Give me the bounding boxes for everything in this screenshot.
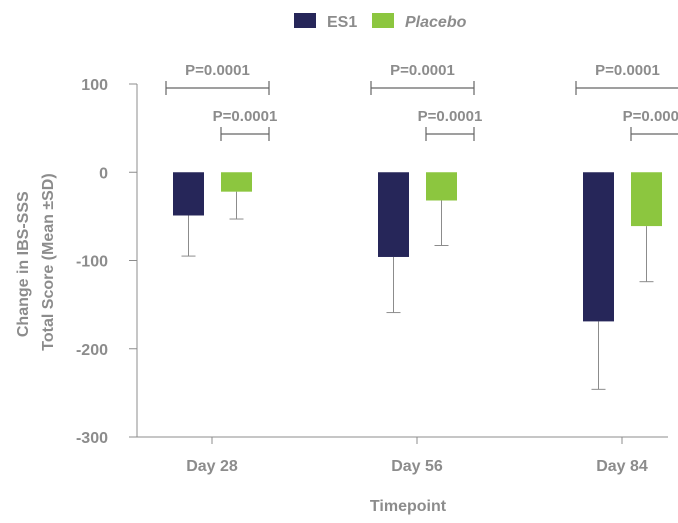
legend-swatch-es1	[294, 13, 316, 28]
p-value-label: P=0.0001	[390, 62, 455, 79]
bar-placebo	[221, 172, 252, 192]
x-axis-title: Timepoint	[370, 498, 447, 515]
y-axis-title: Change in IBS-SSS Total Score (Mean ±SD)	[15, 173, 57, 350]
legend: ES1 Placebo	[294, 13, 467, 31]
bar-es1	[378, 172, 409, 257]
p-value-label: P=0.0001	[595, 62, 660, 79]
y-tick-label: -200	[76, 342, 108, 359]
x-tick-label: Day 28	[186, 458, 238, 475]
legend-label-es1: ES1	[327, 14, 357, 31]
y-tick-label: 0	[99, 165, 108, 182]
x-tick-label: Day 84	[596, 458, 648, 475]
x-axis: Day 28 Day 56 Day 84	[137, 436, 668, 475]
p-value-label: P=0.0001	[418, 108, 483, 125]
p-value-label: P=0.0001	[185, 62, 250, 79]
p-value-label: P=0.0001	[623, 108, 678, 125]
y-axis-title-line-2: Total Score (Mean ±SD)	[40, 173, 57, 350]
y-tick-label: 100	[81, 77, 108, 94]
bar-es1	[583, 172, 614, 322]
p-value-label: P=0.0001	[213, 108, 278, 125]
y-tick-label: -300	[76, 430, 108, 447]
bar-es1	[173, 172, 204, 216]
bar-placebo	[426, 172, 457, 201]
bar-placebo	[631, 172, 662, 227]
error-bars	[181, 191, 654, 390]
y-axis: 100 0 -100 -200 -300	[76, 77, 138, 447]
significance-brackets: P=0.0001 P=0.0001 P=0.0001 P=0.0001 P=0.0001…	[165, 62, 678, 141]
y-axis-title-line-1: Change in IBS-SSS	[15, 191, 32, 337]
x-tick-label: Day 56	[391, 458, 443, 475]
bars	[173, 172, 662, 322]
legend-swatch-placebo	[372, 13, 394, 28]
y-tick-label: -100	[76, 254, 108, 271]
legend-label-placebo: Placebo	[405, 14, 467, 31]
